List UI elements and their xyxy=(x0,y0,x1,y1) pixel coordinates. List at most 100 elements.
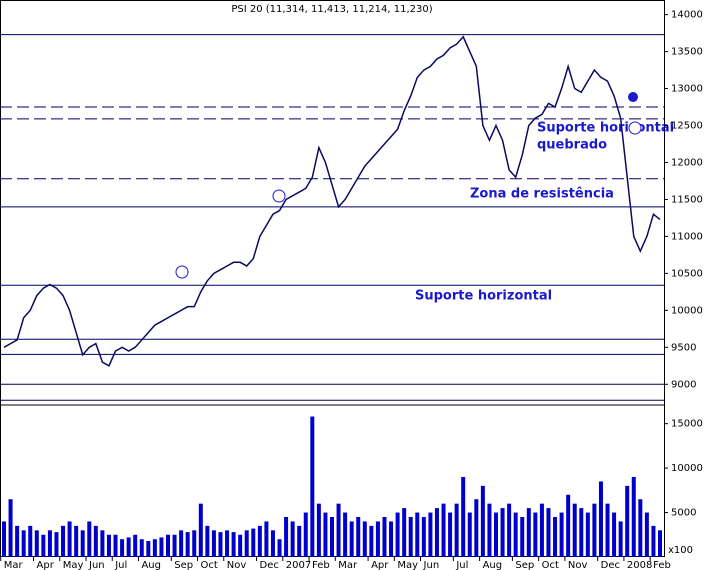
volume-bar xyxy=(198,503,203,557)
volume-bar xyxy=(454,503,459,557)
x-tick-label: Jun xyxy=(88,560,105,570)
volume-bar xyxy=(487,503,492,557)
volume-bar xyxy=(408,517,413,557)
volume-bar xyxy=(8,499,13,557)
volume-bar xyxy=(598,481,603,557)
volume-bar xyxy=(159,537,164,557)
volume-bar xyxy=(539,503,544,557)
volume-bar xyxy=(579,508,584,557)
x-tick-label: Sep xyxy=(174,560,193,570)
volume-bar xyxy=(395,512,400,557)
volume-bar xyxy=(566,494,571,557)
volume-bar xyxy=(67,521,72,557)
volume-bar xyxy=(264,521,269,557)
volume-bar xyxy=(87,521,92,557)
volume-bar xyxy=(166,534,170,557)
volume-bar xyxy=(231,532,236,557)
volume-bar xyxy=(467,512,472,557)
volume-bar xyxy=(133,534,138,557)
x-tick-label: Dec xyxy=(260,560,279,570)
volume-bar xyxy=(152,539,157,557)
volume-bar xyxy=(74,525,79,557)
volume-bar xyxy=(290,521,295,557)
volume-bar xyxy=(238,534,243,557)
x-tick-label: Feb xyxy=(653,560,671,570)
volume-bar xyxy=(612,512,617,557)
x-tick-label: May xyxy=(63,560,84,570)
volume-bar xyxy=(244,530,249,557)
y2-unit-label: x100 xyxy=(668,545,693,556)
x-tick-label: Jun xyxy=(423,560,440,570)
x-tick-label: Mar xyxy=(4,560,24,570)
x-tick-label: 2007 xyxy=(286,560,311,570)
volume-bar xyxy=(93,525,98,557)
x-tick-label: 2008 xyxy=(627,560,652,570)
y-tick-label: 10000 xyxy=(671,305,703,316)
x-tick-label: Oct xyxy=(201,560,218,570)
volume-bar xyxy=(211,530,216,557)
smiley-icon xyxy=(175,121,642,279)
volume-bar xyxy=(533,512,538,557)
volume-bar xyxy=(651,525,656,557)
volume-bar xyxy=(356,517,361,557)
volume-bar xyxy=(343,512,348,557)
volume-bar xyxy=(421,517,426,557)
annotation: Suporte horizontal xyxy=(415,289,552,304)
volume-bar xyxy=(257,525,262,557)
volume-bar xyxy=(15,525,20,557)
volume-bar xyxy=(644,512,649,557)
x-tick-label: Apr xyxy=(371,560,389,570)
volume-bar xyxy=(106,534,111,557)
volume-bar xyxy=(284,517,289,557)
y-tick-label: 12500 xyxy=(671,121,703,132)
y-tick-label: 9500 xyxy=(671,342,696,353)
volume-bar xyxy=(572,503,577,557)
volume-bar xyxy=(172,534,177,557)
volume-bar xyxy=(47,530,52,557)
volume-bar xyxy=(618,521,623,557)
x-tick-label: Jul xyxy=(455,560,468,570)
y-tick-label: 9000 xyxy=(671,379,696,390)
volume-bar xyxy=(658,530,662,557)
volume-bar xyxy=(507,503,512,557)
x-tick-label: Nov xyxy=(227,560,247,570)
y-tick-label: 11000 xyxy=(671,231,703,242)
volume-bar xyxy=(100,530,105,557)
volume-bar xyxy=(474,499,479,557)
x-tick-label: Mar xyxy=(338,560,358,570)
volume-bar xyxy=(120,539,125,557)
y-tick-label: 12000 xyxy=(671,157,703,168)
y-tick-label: 10500 xyxy=(671,268,703,279)
volume-bar xyxy=(520,517,525,557)
x-tick-label: Feb xyxy=(312,560,330,570)
x-tick-label: Oct xyxy=(542,560,559,570)
volume-bar xyxy=(323,512,328,557)
volume-bar xyxy=(218,532,223,557)
volume-bar xyxy=(461,477,466,557)
volume-bar xyxy=(179,530,184,557)
volume-bar xyxy=(113,534,118,557)
volume-bar xyxy=(526,508,531,557)
annotation: Zona de resistência xyxy=(470,187,614,202)
y2-tick-label: 10000 xyxy=(671,463,703,474)
volume-bar xyxy=(389,521,394,557)
plot-frame xyxy=(0,0,665,557)
volume-bar xyxy=(402,508,407,557)
volume-bar xyxy=(434,508,439,557)
volume-bar xyxy=(631,477,636,557)
volume-bar xyxy=(41,534,46,557)
volume-bar xyxy=(415,512,420,557)
volume-bar xyxy=(2,521,6,557)
volume-bar xyxy=(185,532,190,557)
x-tick-label: Apr xyxy=(37,560,55,570)
volume-bar xyxy=(28,525,33,557)
volume-bar xyxy=(625,485,630,557)
y2-tick-label: 15000 xyxy=(671,419,703,430)
volume-bar xyxy=(146,541,151,557)
volume-bar xyxy=(54,532,59,557)
volume-bar xyxy=(336,503,341,557)
volume-bar xyxy=(500,508,505,557)
volume-bar xyxy=(494,512,498,557)
bomb-icon xyxy=(628,92,638,102)
volume-bar xyxy=(592,503,597,557)
